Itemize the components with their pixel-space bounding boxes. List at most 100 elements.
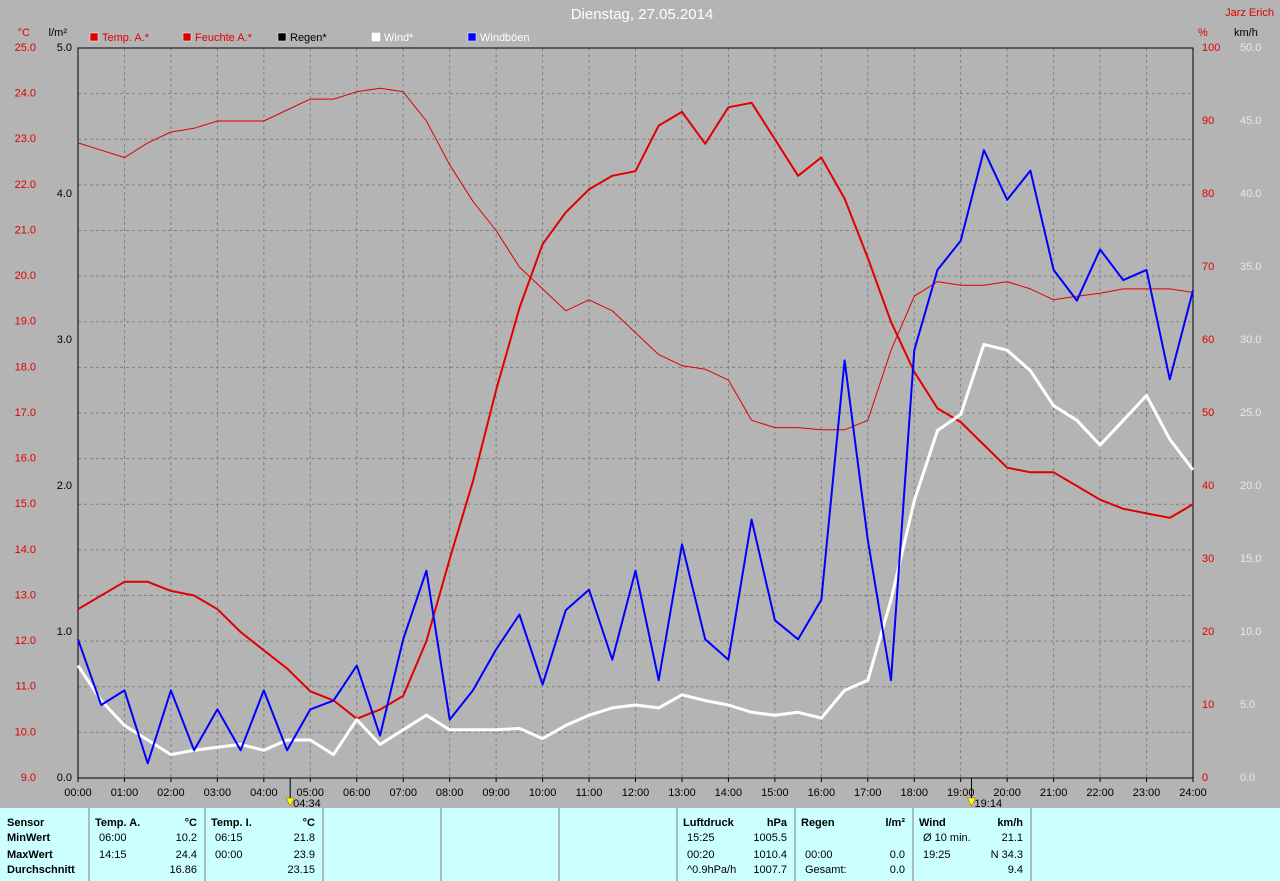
y-tick-label: 50.0 — [1240, 42, 1261, 54]
table-cell: Gesamt: — [805, 864, 847, 876]
legend-swatch — [277, 32, 287, 42]
table-cell: 1007.7 — [753, 864, 787, 876]
y-tick-label: 12.0 — [15, 635, 36, 647]
chart-title: Dienstag, 27.05.2014 — [571, 6, 714, 23]
x-tick-label: 16:00 — [808, 787, 836, 799]
table-cell: 00:00 — [805, 849, 833, 861]
x-tick-label: 05:00 — [297, 787, 325, 799]
y-tick-label: 15.0 — [15, 498, 36, 510]
x-tick-label: 14:00 — [715, 787, 743, 799]
y-tick-label: 0 — [1202, 772, 1208, 784]
table-cell: 06:15 — [215, 832, 243, 844]
x-tick-label: 13:00 — [668, 787, 696, 799]
table-header: Sensor — [7, 817, 45, 829]
table-cell: N 34.3 — [991, 849, 1023, 861]
y-tick-label: 50 — [1202, 407, 1214, 419]
y-tick-label: 11.0 — [15, 681, 36, 693]
x-tick-label: 02:00 — [157, 787, 185, 799]
y-tick-label: 14.0 — [15, 544, 36, 556]
y-tick-label: 60 — [1202, 334, 1214, 346]
x-tick-label: 21:00 — [1040, 787, 1068, 799]
x-tick-label: 00:00 — [64, 787, 92, 799]
unit-label: l/m² — [49, 27, 68, 39]
y-tick-label: 45.0 — [1240, 115, 1261, 127]
x-tick-label: 01:00 — [111, 787, 139, 799]
table-cell: 21.1 — [1002, 832, 1023, 844]
sun-marker — [967, 797, 976, 807]
series-line — [77, 87, 1194, 431]
legend-label: Regen* — [290, 32, 327, 44]
legend-swatch — [89, 32, 99, 42]
y-tick-label: 10.0 — [1240, 626, 1261, 638]
y-tick-label: 100 — [1202, 42, 1220, 54]
y-tick-label: 25.0 — [1240, 407, 1261, 419]
unit-label: % — [1198, 27, 1208, 39]
y-tick-label: 1.0 — [57, 626, 72, 638]
summary-panel — [0, 808, 1280, 881]
y-tick-label: 9.0 — [21, 772, 36, 784]
y-tick-label: 0.0 — [1240, 772, 1255, 784]
author: Jarz Erich — [1225, 7, 1274, 19]
table-cell: 06:00 — [99, 832, 127, 844]
x-tick-label: 11:00 — [576, 787, 603, 799]
table-cell: 0.0 — [890, 864, 905, 876]
table-cell: 1010.4 — [753, 849, 787, 861]
table-header: Temp. A. — [95, 817, 140, 829]
table-row-label: MaxWert — [7, 849, 53, 861]
y-tick-label: 19.0 — [15, 316, 36, 328]
x-tick-label: 18:00 — [900, 787, 928, 799]
sun-marker-label: 04:34 — [293, 798, 321, 810]
y-tick-label: 15.0 — [1240, 553, 1261, 565]
y-tick-label: 35.0 — [1240, 261, 1261, 273]
background — [0, 0, 1280, 808]
table-cell: 24.4 — [176, 849, 197, 861]
y-tick-label: 4.0 — [57, 188, 72, 200]
y-tick-label: 30.0 — [1240, 334, 1261, 346]
y-tick-label: 24.0 — [15, 88, 36, 100]
x-tick-label: 15:00 — [761, 787, 789, 799]
table-cell: 00:00 — [215, 849, 243, 861]
table-header: Temp. I. — [211, 817, 252, 829]
table-cell: 00:20 — [687, 849, 715, 861]
y-tick-label: 16.0 — [15, 453, 36, 465]
legend-label: Feuchte A.* — [195, 32, 253, 44]
table-unit: l/m² — [885, 817, 905, 829]
x-tick-label: 03:00 — [204, 787, 232, 799]
table-row-label: Durchschnitt — [7, 864, 75, 876]
table-header: Regen — [801, 817, 835, 829]
unit-label: °C — [18, 27, 30, 39]
y-tick-label: 90 — [1202, 115, 1214, 127]
sun-marker-label: 19:14 — [975, 798, 1003, 810]
table-unit: km/h — [997, 817, 1023, 829]
x-tick-label: 04:00 — [250, 787, 278, 799]
table-header: Wind — [919, 817, 946, 829]
table-cell: 23.15 — [287, 864, 315, 876]
table-cell: Ø 10 min. — [923, 832, 971, 844]
y-tick-label: 21.0 — [15, 224, 36, 236]
x-tick-label: 17:00 — [854, 787, 882, 799]
x-tick-label: 06:00 — [343, 787, 371, 799]
table-cell: 14:15 — [99, 849, 127, 861]
table-cell: 16.86 — [169, 864, 197, 876]
table-cell: ^0.9hPa/h — [687, 864, 736, 876]
sun-marker — [285, 797, 295, 807]
y-tick-label: 2.0 — [57, 480, 72, 492]
y-tick-label: 5.0 — [57, 42, 72, 54]
legend-label: Temp. A.* — [102, 32, 150, 44]
y-tick-label: 30 — [1202, 553, 1214, 565]
x-tick-label: 22:00 — [1086, 787, 1114, 799]
table-row-label: MinWert — [7, 832, 51, 844]
y-tick-label: 13.0 — [15, 589, 36, 601]
y-tick-label: 70 — [1202, 261, 1214, 273]
y-tick-label: 20.0 — [1240, 480, 1261, 492]
x-tick-label: 23:00 — [1133, 787, 1161, 799]
table-unit: °C — [185, 817, 197, 829]
y-tick-label: 23.0 — [15, 133, 36, 145]
table-cell: 10.2 — [176, 832, 197, 844]
legend-swatch — [467, 32, 477, 42]
table-cell: 15:25 — [687, 832, 715, 844]
table-cell: 9.4 — [1008, 864, 1023, 876]
x-tick-label: 07:00 — [389, 787, 417, 799]
x-tick-label: 12:00 — [622, 787, 650, 799]
